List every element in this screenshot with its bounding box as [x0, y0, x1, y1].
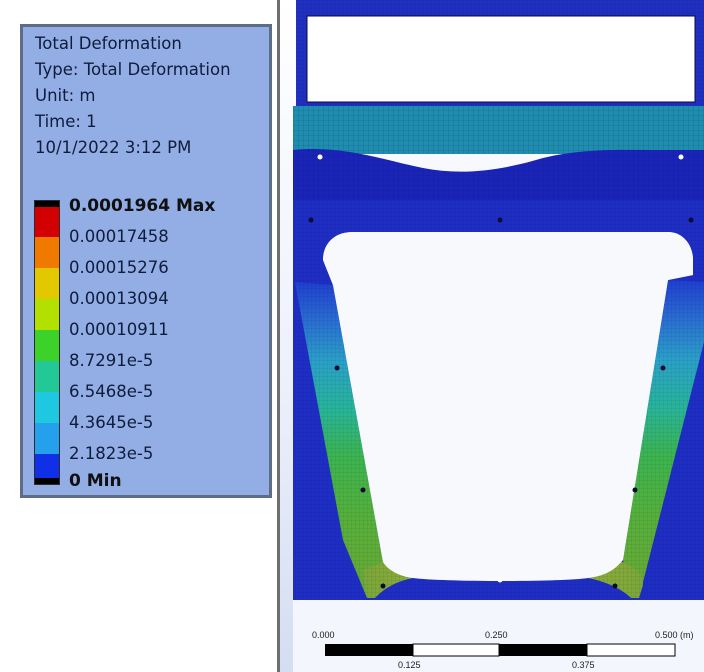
legend-level: 8.7291e-5: [69, 351, 154, 370]
legend-level-min: 0 Min: [69, 471, 122, 491]
scale-label-375: 0.375: [572, 660, 595, 670]
scale-label-0: 0.000: [312, 630, 335, 640]
legend-level: 4.3645e-5: [69, 413, 154, 432]
legend-level-max: 0.0001964 Max: [69, 196, 216, 216]
color-swatch-9: [35, 454, 59, 478]
inner-opening: [323, 232, 693, 581]
legend-unit: Unit: m: [35, 86, 96, 105]
scale-label-250: 0.250: [485, 630, 508, 640]
contour-legend-panel[interactable]: Total Deformation Type: Total Deformatio…: [20, 24, 272, 498]
color-swatch-4: [35, 299, 59, 330]
color-swatch-8: [35, 423, 59, 454]
color-swatch-7: [35, 392, 59, 423]
legend-type: Type: Total Deformation: [35, 60, 231, 79]
color-swatch-2: [35, 237, 59, 268]
legend-level: 6.5468e-5: [69, 382, 154, 401]
fem-model: [293, 0, 704, 672]
legend-date: 10/1/2022 3:12 PM: [35, 138, 192, 157]
color-swatch-5: [35, 330, 59, 361]
legend-level: 0.00017458: [69, 227, 169, 246]
legend-title: Total Deformation: [35, 34, 182, 53]
legend-level: 2.1823e-5: [69, 444, 154, 463]
graphics-viewport[interactable]: 0.000 0.250 0.500 (m) 0.125 0.375: [277, 0, 704, 672]
color-swatch-1: [35, 207, 59, 237]
color-swatch-3: [35, 268, 59, 299]
legend-colorbar: [34, 200, 60, 485]
legend-level: 0.00013094: [69, 289, 169, 308]
scale-label-500: 0.500 (m): [655, 630, 694, 640]
legend-time: Time: 1: [35, 112, 97, 131]
color-swatch-6: [35, 361, 59, 392]
legend-level: 0.00015276: [69, 258, 169, 277]
legend-level: 0.00010911: [69, 320, 169, 339]
scale-label-125: 0.125: [398, 660, 421, 670]
legend-info: Total Deformation Type: Total Deformatio…: [35, 31, 231, 161]
scale-bar: [325, 643, 676, 657]
